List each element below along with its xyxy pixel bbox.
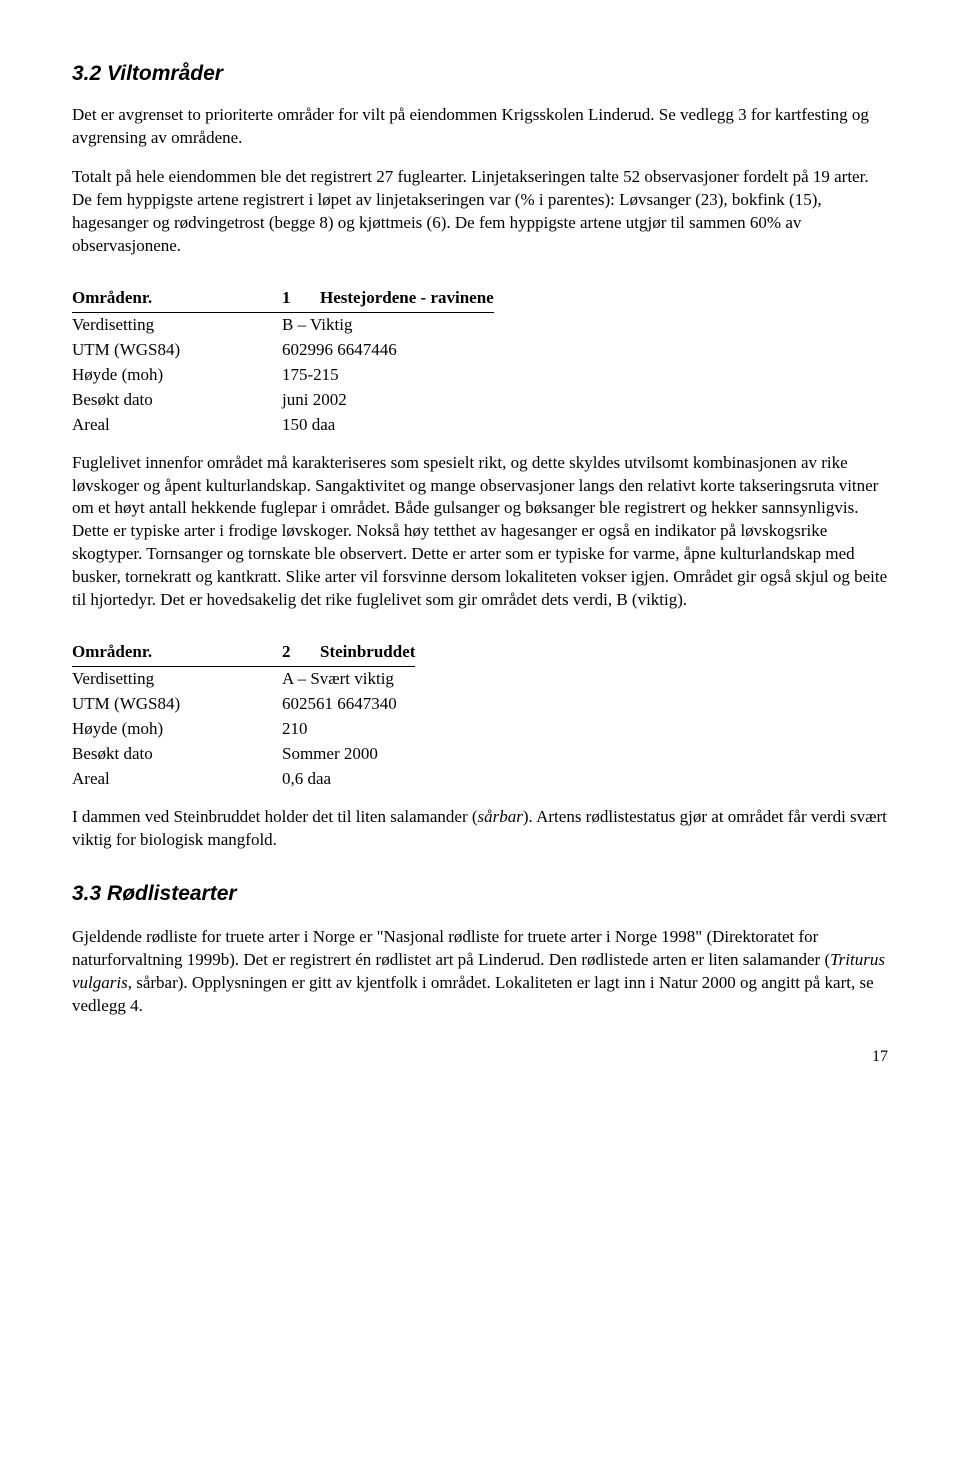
area2-k0: Verdisetting <box>72 667 282 692</box>
area1-v1: 602996 6647446 <box>282 338 494 363</box>
area2-v1: 602561 6647340 <box>282 692 415 717</box>
area2-head-label: Områdenr. <box>72 640 282 666</box>
area1-k0: Verdisetting <box>72 312 282 337</box>
area1-v0: B – Viktig <box>282 312 494 337</box>
area1-paragraph: Fuglelivet innenfor området må karakteri… <box>72 452 888 613</box>
area2-v4: 0,6 daa <box>282 767 415 792</box>
page-number: 17 <box>72 1046 888 1068</box>
rodliste-paragraph: Gjeldende rødliste for truete arter i No… <box>72 926 888 1018</box>
area2-v0: A – Svært viktig <box>282 667 415 692</box>
area2-paragraph: I dammen ved Steinbruddet holder det til… <box>72 806 888 852</box>
area2-v2: 210 <box>282 717 415 742</box>
area1-k1: UTM (WGS84) <box>72 338 282 363</box>
area2-v3: Sommer 2000 <box>282 742 415 767</box>
area1-head-label: Områdenr. <box>72 286 282 312</box>
area2-head-value: 2Steinbruddet <box>282 640 415 666</box>
area2-k3: Besøkt dato <box>72 742 282 767</box>
area-table-2: Områdenr. 2Steinbruddet VerdisettingA – … <box>72 640 415 792</box>
area2-name: Steinbruddet <box>320 642 415 661</box>
rodliste-p1: Gjeldende rødliste for truete arter i No… <box>72 927 830 969</box>
area1-v3: juni 2002 <box>282 388 494 413</box>
area1-head-value: 1Hestejordene - ravinene <box>282 286 494 312</box>
area2-k4: Areal <box>72 767 282 792</box>
area1-v2: 175-215 <box>282 363 494 388</box>
area2-k1: UTM (WGS84) <box>72 692 282 717</box>
area1-k3: Besøkt dato <box>72 388 282 413</box>
area2-p-before: I dammen ved Steinbruddet holder det til… <box>72 807 478 826</box>
area2-nr: 2 <box>282 641 320 664</box>
area-table-1: Områdenr. 1Hestejordene - ravinene Verdi… <box>72 286 494 438</box>
area1-nr: 1 <box>282 287 320 310</box>
area1-v4: 150 daa <box>282 413 494 438</box>
area1-k4: Areal <box>72 413 282 438</box>
area2-k2: Høyde (moh) <box>72 717 282 742</box>
section-heading-viltomrader: 3.2 Viltområder <box>72 60 888 88</box>
vilt-paragraph-2: Totalt på hele eiendommen ble det regist… <box>72 166 888 258</box>
rodliste-p2: , sårbar). Opplysningen er gitt av kjent… <box>72 973 874 1015</box>
area1-name: Hestejordene - ravinene <box>320 288 494 307</box>
vilt-paragraph-1: Det er avgrenset to prioriterte områder … <box>72 104 888 150</box>
area1-k2: Høyde (moh) <box>72 363 282 388</box>
area2-p-italic: sårbar <box>478 807 523 826</box>
section-heading-rodlistearter: 3.3 Rødlistearter <box>72 880 888 908</box>
